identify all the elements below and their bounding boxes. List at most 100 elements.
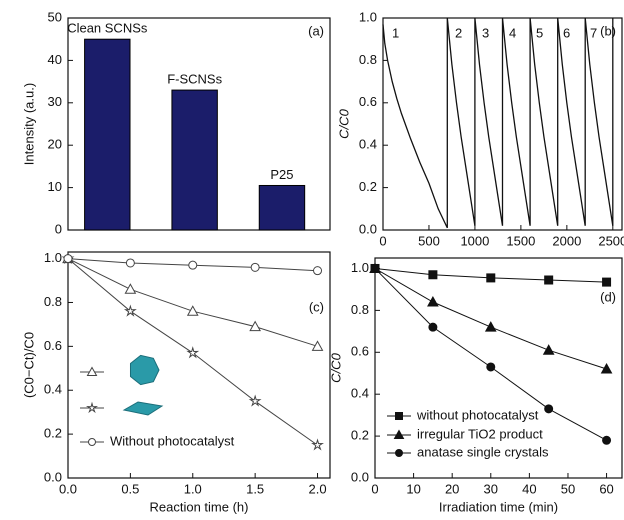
cycle-label: 1 (392, 25, 399, 40)
marker (602, 435, 612, 445)
x-tick-label: 2000 (552, 233, 581, 248)
x-axis-label: Reaction time (h) (150, 499, 249, 514)
marker (486, 362, 496, 372)
x-tick-label: 1.0 (184, 481, 202, 496)
marker (602, 277, 612, 287)
y-tick-label: 0.0 (351, 469, 369, 484)
y-tick-label: 0.2 (359, 179, 377, 194)
x-tick-label: 2.0 (308, 481, 326, 496)
y-tick-label: 10 (48, 179, 62, 194)
marker (544, 404, 554, 414)
cycle-label: 2 (455, 25, 462, 40)
marker (313, 266, 323, 276)
x-tick-label: 0 (371, 481, 378, 496)
x-tick-label: 40 (522, 481, 536, 496)
x-tick-label: 0 (379, 233, 386, 248)
x-tick-label: 10 (406, 481, 420, 496)
marker (63, 254, 73, 264)
crystal-icon (129, 354, 160, 386)
marker (125, 258, 135, 268)
x-axis-label: Irradiation time (min) (439, 499, 558, 514)
marker (250, 262, 260, 272)
y-tick-label: 30 (48, 94, 62, 109)
plot-frame (67, 251, 331, 479)
bar-label: P25 (270, 167, 293, 182)
bar (84, 38, 131, 231)
x-tick-label: 500 (418, 233, 440, 248)
y-tick-label: 1.0 (351, 260, 369, 275)
bar (258, 184, 306, 231)
series-line (382, 17, 614, 229)
y-tick-label: 50 (48, 9, 62, 24)
y-tick-label: 0.6 (44, 338, 62, 353)
panel-label: (c) (309, 299, 324, 314)
y-axis-label: C/C0 (336, 108, 351, 138)
series-line (374, 268, 607, 370)
x-tick-label: 2500 (598, 233, 624, 248)
series-line (67, 258, 318, 347)
y-tick-label: 0.8 (359, 52, 377, 67)
marker (370, 263, 380, 273)
bar (171, 89, 218, 231)
y-tick-label: 0.4 (351, 386, 369, 401)
bar-label: F-SCNSs (167, 72, 222, 87)
marker (186, 305, 199, 316)
marker (248, 394, 262, 407)
y-tick-label: 20 (48, 137, 62, 152)
marker (428, 270, 438, 280)
marker (486, 273, 496, 283)
legend-label: Without photocatalyst (110, 433, 235, 448)
legend-marker (88, 438, 96, 446)
x-tick-label: 0.5 (121, 481, 139, 496)
y-tick-label: 0.2 (44, 426, 62, 441)
x-tick-label: 60 (599, 481, 613, 496)
panel-label: (a) (308, 23, 324, 38)
legend-marker (86, 366, 98, 376)
y-tick-label: 0.0 (359, 221, 377, 236)
marker (484, 321, 497, 332)
marker (544, 275, 554, 285)
cycle-label: 6 (563, 25, 570, 40)
legend-label: irregular TiO2 product (417, 426, 543, 441)
legend-marker (393, 429, 405, 439)
legend-marker (85, 401, 99, 414)
x-tick-label: 30 (484, 481, 498, 496)
marker (124, 283, 137, 294)
crystal-icon (122, 401, 164, 416)
legend-label: without photocatalyst (416, 407, 539, 422)
x-tick-label: 1500 (506, 233, 535, 248)
y-tick-label: 1.0 (44, 250, 62, 265)
cycle-label: 3 (482, 25, 489, 40)
y-axis-label: Intensity (a.u.) (21, 83, 36, 165)
marker (542, 344, 555, 355)
marker (600, 363, 613, 374)
x-tick-label: 0.0 (59, 481, 77, 496)
y-axis-label: C/C0 (328, 352, 343, 382)
marker (123, 304, 137, 317)
y-tick-label: 0.6 (359, 94, 377, 109)
legend-marker (395, 412, 403, 420)
marker (249, 320, 261, 332)
panel-label: (d) (600, 289, 616, 304)
y-tick-label: 0.4 (44, 382, 62, 397)
x-tick-label: 1.5 (246, 481, 264, 496)
y-tick-label: 0.6 (351, 344, 369, 359)
legend-marker (395, 449, 403, 457)
panel-label: (b) (600, 23, 616, 38)
x-tick-label: 50 (561, 481, 575, 496)
plot-frame (374, 257, 623, 479)
cycle-label: 4 (509, 25, 516, 40)
marker (311, 340, 324, 351)
y-axis-label: (C0−Ct)/C0 (21, 332, 36, 398)
y-tick-label: 1.0 (359, 9, 377, 24)
cycle-label: 5 (536, 25, 543, 40)
x-tick-label: 20 (445, 481, 459, 496)
marker (428, 322, 438, 332)
y-tick-label: 0.8 (44, 294, 62, 309)
cycle-label: 7 (590, 25, 597, 40)
marker (427, 295, 439, 307)
y-tick-label: 40 (48, 52, 62, 67)
y-tick-label: 0.2 (351, 428, 369, 443)
marker (188, 260, 198, 270)
